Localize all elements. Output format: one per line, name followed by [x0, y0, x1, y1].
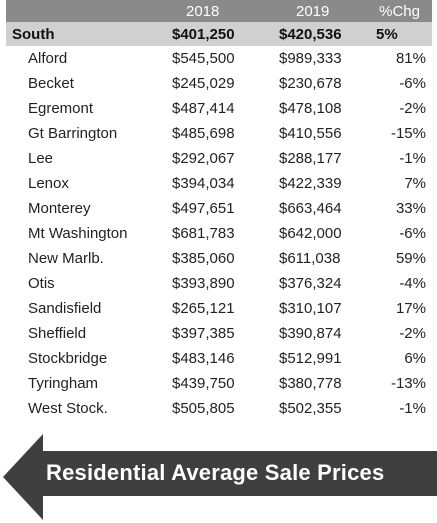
price-2018: $397,385: [172, 325, 235, 342]
price-2018: $545,500: [172, 50, 235, 67]
price-2019: $478,108: [279, 100, 342, 117]
town-name: Stockbridge: [28, 350, 108, 367]
table-row: Monterey $497,651 $663,464 33%: [6, 196, 432, 221]
table-row: Sheffield $397,385 $390,874 -2%: [6, 321, 432, 346]
price-2018: $393,890: [172, 275, 235, 292]
col-header-2018: 2018: [186, 2, 220, 20]
price-2018: $265,121: [172, 300, 235, 317]
table-header: 2018 2019 %Chg: [6, 0, 432, 22]
price-2018: $505,805: [172, 400, 235, 417]
pct-change: 33%: [395, 200, 426, 217]
price-2019: $642,000: [279, 225, 342, 242]
price-2019: $502,355: [279, 400, 342, 417]
title-banner: [0, 432, 437, 523]
pct-change: -4%: [399, 275, 426, 292]
table-row: Sandisfield $265,121 $310,107 17%: [6, 296, 432, 321]
price-2019: $376,324: [279, 275, 342, 292]
town-name: Tyringham: [28, 375, 99, 392]
town-name: Monterey: [28, 200, 91, 217]
price-2018: $394,034: [172, 175, 235, 192]
pct-change: -2%: [399, 100, 426, 117]
pct-change: -1%: [399, 150, 426, 167]
table-row: Becket $245,029 $230,678 -6%: [6, 71, 432, 96]
town-name: Becket: [28, 75, 74, 92]
town-name: Egremont: [28, 100, 94, 117]
pct-change: -13%: [390, 375, 426, 392]
pct-change: 6%: [404, 350, 426, 367]
pct-change: -2%: [399, 325, 426, 342]
table-row: Gt Barrington $485,698 $410,556 -15%: [6, 121, 432, 146]
col-header-2019: 2019: [296, 2, 330, 20]
price-2019: $380,778: [279, 375, 342, 392]
table-body: Alford $545,500 $989,333 81% Becket $245,029 $…: [6, 46, 432, 421]
region-2018: $401,250: [172, 25, 235, 43]
town-name: Mt Washington: [28, 225, 128, 242]
town-name: Lenox: [28, 175, 69, 192]
price-2019: $390,874: [279, 325, 342, 342]
price-2018: $385,060: [172, 250, 235, 267]
price-2019: $230,678: [279, 75, 342, 92]
left-arrow-icon: [3, 434, 437, 520]
col-header-pct-change: %Chg: [379, 2, 420, 20]
price-2018: $245,029: [172, 75, 235, 92]
town-name: Alford: [28, 50, 68, 67]
pct-change: 81%: [395, 50, 426, 67]
region-row: South $401,250 $420,536 5%: [6, 22, 432, 46]
table-row: Lee $292,067 $288,177 -1%: [6, 146, 432, 171]
table-row: West Stock. $505,805 $502,355 -1%: [6, 396, 432, 421]
table-row: Alford $545,500 $989,333 81%: [6, 46, 432, 71]
price-2018: $681,783: [172, 225, 235, 242]
pct-change: -6%: [399, 75, 426, 92]
town-name: Gt Barrington: [28, 125, 118, 142]
price-2019: $410,556: [279, 125, 342, 142]
table-row: New Marlb. $385,060 $611,038 59%: [6, 246, 432, 271]
town-name: Sheffield: [28, 325, 87, 342]
region-pct-change: 5%: [376, 25, 398, 43]
price-2019: $422,339: [279, 175, 342, 192]
price-2019: $663,464: [279, 200, 342, 217]
table-row: Egremont $487,414 $478,108 -2%: [6, 96, 432, 121]
pct-change: 7%: [404, 175, 426, 192]
table-row: Stockbridge $483,146 $512,991 6%: [6, 346, 432, 371]
pct-change: -1%: [399, 400, 426, 417]
pct-change: -15%: [390, 125, 426, 142]
region-2019: $420,536: [279, 25, 342, 43]
table-row: Mt Washington $681,783 $642,000 -6%: [6, 221, 432, 246]
table-row: Otis $393,890 $376,324 -4%: [6, 271, 432, 296]
price-2019: $989,333: [279, 50, 342, 67]
pct-change: 59%: [395, 250, 426, 267]
banner-title: Residential Average Sale Prices: [46, 460, 385, 485]
town-name: Lee: [28, 150, 54, 167]
price-2019: $512,991: [279, 350, 342, 367]
town-name: Sandisfield: [28, 300, 102, 317]
pct-change: 17%: [395, 300, 426, 317]
price-2018: $292,067: [172, 150, 235, 167]
price-2019: $611,038: [279, 250, 341, 267]
table-row: Lenox $394,034 $422,339 7%: [6, 171, 432, 196]
town-name: West Stock.: [28, 400, 108, 417]
town-name: Otis: [28, 275, 55, 292]
town-name: New Marlb.: [28, 250, 104, 267]
price-2018: $485,698: [172, 125, 235, 142]
price-2018: $439,750: [172, 375, 235, 392]
table-row: Tyringham $439,750 $380,778 -13%: [6, 371, 432, 396]
price-2018: $483,146: [172, 350, 235, 367]
price-2018: $497,651: [172, 200, 235, 217]
price-2019: $310,107: [279, 300, 342, 317]
price-table: 2018 2019 %Chg South $401,250 $420,536 5…: [6, 0, 432, 421]
price-2018: $487,414: [172, 100, 235, 117]
price-2019: $288,177: [279, 150, 342, 167]
pct-change: -6%: [399, 225, 426, 242]
region-name: South: [12, 25, 55, 43]
